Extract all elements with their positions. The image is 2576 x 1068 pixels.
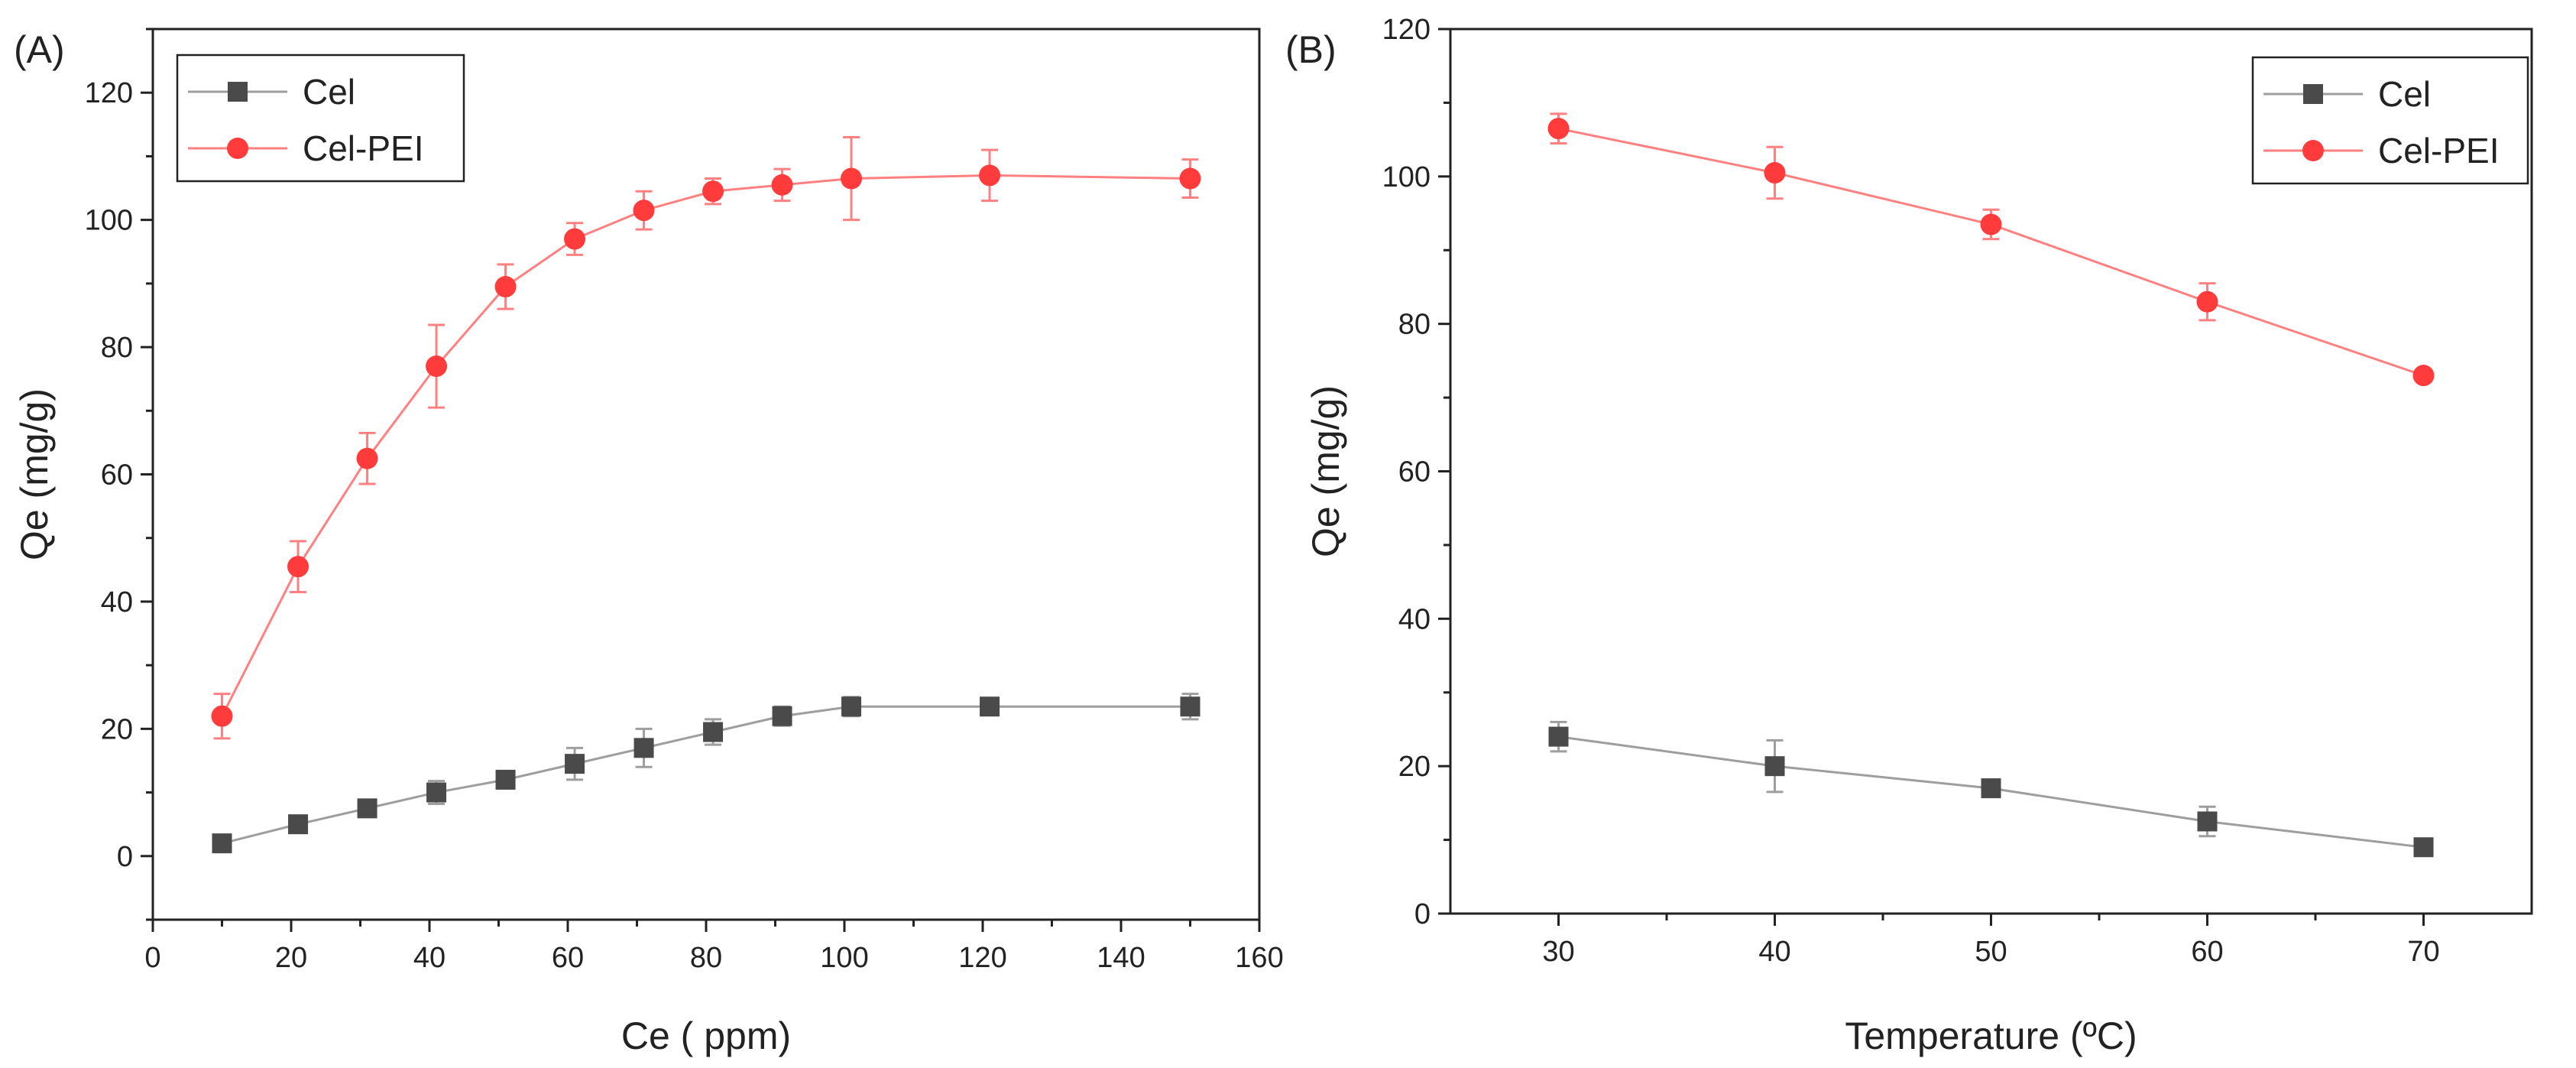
x-tick-label: 50 <box>1975 936 2007 968</box>
y-tick-label: 80 <box>1398 309 1431 341</box>
chart-panel-a: 0 20 40 60 80 100 120 140 160 0 20 40 60 80 100 120 Ce (… <box>13 28 1284 1057</box>
data-point <box>287 556 309 578</box>
data-point <box>2196 291 2218 313</box>
data-point <box>1981 778 2001 799</box>
data-point <box>702 180 724 203</box>
data-point <box>288 814 309 835</box>
y-axis-title: Qe (mg/g) <box>1304 385 1347 557</box>
x-tick-label: 70 <box>2407 936 2439 968</box>
legend-box <box>176 54 465 183</box>
y-tick-label: 60 <box>1398 456 1431 489</box>
x-tick-label: 100 <box>820 942 868 974</box>
legend-marker <box>228 82 248 102</box>
data-point <box>2412 365 2435 387</box>
y-tick-label: 40 <box>101 586 133 618</box>
x-tick-label: 60 <box>552 942 584 974</box>
x-tick-label: 0 <box>144 942 160 974</box>
data-point <box>1180 696 1201 717</box>
x-tick-label: 60 <box>2191 936 2223 968</box>
legend-label: Cel-PEI <box>303 128 423 168</box>
x-tick-label: 140 <box>1097 942 1145 974</box>
y-tick-label: 80 <box>101 332 133 364</box>
data-point <box>356 447 378 469</box>
y-tick-label: 60 <box>101 459 133 492</box>
panel-label: (A) <box>14 28 65 71</box>
y-axis-title: Qe (mg/g) <box>13 388 56 560</box>
x-tick-label: 40 <box>1758 936 1790 968</box>
legend-label: Cel-PEI <box>2378 131 2499 170</box>
y-tick-label: 40 <box>1398 603 1431 635</box>
data-point <box>633 738 654 758</box>
x-tick-label: 160 <box>1235 942 1283 974</box>
data-point <box>211 705 233 727</box>
y-tick-label: 120 <box>1382 14 1431 46</box>
data-point <box>2197 811 2218 832</box>
x-tick-label: 120 <box>958 942 1006 974</box>
y-tick-label: 120 <box>85 77 133 109</box>
x-axis-title: Temperature (ºC) <box>1845 1014 2137 1057</box>
data-point <box>1764 756 1785 777</box>
data-point <box>633 200 655 222</box>
x-tick-label: 40 <box>413 942 446 974</box>
series-line-cel <box>222 705 1191 845</box>
data-point <box>979 164 1001 187</box>
data-point <box>772 706 792 726</box>
legend-marker <box>2303 84 2323 104</box>
y-tick-label: 20 <box>1398 751 1431 783</box>
x-tick-label: 80 <box>690 942 722 974</box>
y-tick-label: 100 <box>85 205 133 237</box>
data-point <box>426 355 448 378</box>
panel-label: (B) <box>1285 28 1337 71</box>
data-point <box>841 696 862 717</box>
legend-box <box>2251 56 2529 185</box>
series-line-cel-pei <box>221 174 1191 717</box>
data-point <box>1547 118 1570 140</box>
legend-label: Cel <box>2378 74 2431 114</box>
legend-marker <box>2302 140 2324 161</box>
y-tick-label: 100 <box>1382 161 1431 193</box>
x-tick-label: 30 <box>1542 936 1574 968</box>
data-point <box>2413 837 2434 858</box>
data-point <box>212 833 232 854</box>
x-tick-label: 20 <box>275 942 307 974</box>
legend-label: Cel <box>303 72 355 112</box>
y-tick-label: 20 <box>101 713 133 745</box>
data-point <box>565 754 585 774</box>
data-point <box>1179 167 1201 190</box>
data-point <box>771 174 793 196</box>
data-point <box>495 769 516 790</box>
data-point <box>980 696 1000 717</box>
chart-panel-b: 30 40 50 60 70 0 20 40 60 80 100 120 Temperature (ºC… <box>1285 14 2533 1057</box>
data-point <box>426 782 447 803</box>
y-tick-label: 0 <box>117 841 133 873</box>
x-axis-title: Ce ( ppm) <box>621 1014 791 1057</box>
data-point <box>564 228 586 250</box>
legend-marker <box>227 138 248 159</box>
data-point <box>494 276 517 298</box>
data-point <box>1764 162 1786 184</box>
data-point <box>703 722 724 742</box>
data-point <box>841 167 863 190</box>
data-point <box>357 798 377 819</box>
data-point <box>1980 213 2002 235</box>
y-tick-label: 0 <box>1414 898 1431 930</box>
data-point <box>1548 726 1569 747</box>
